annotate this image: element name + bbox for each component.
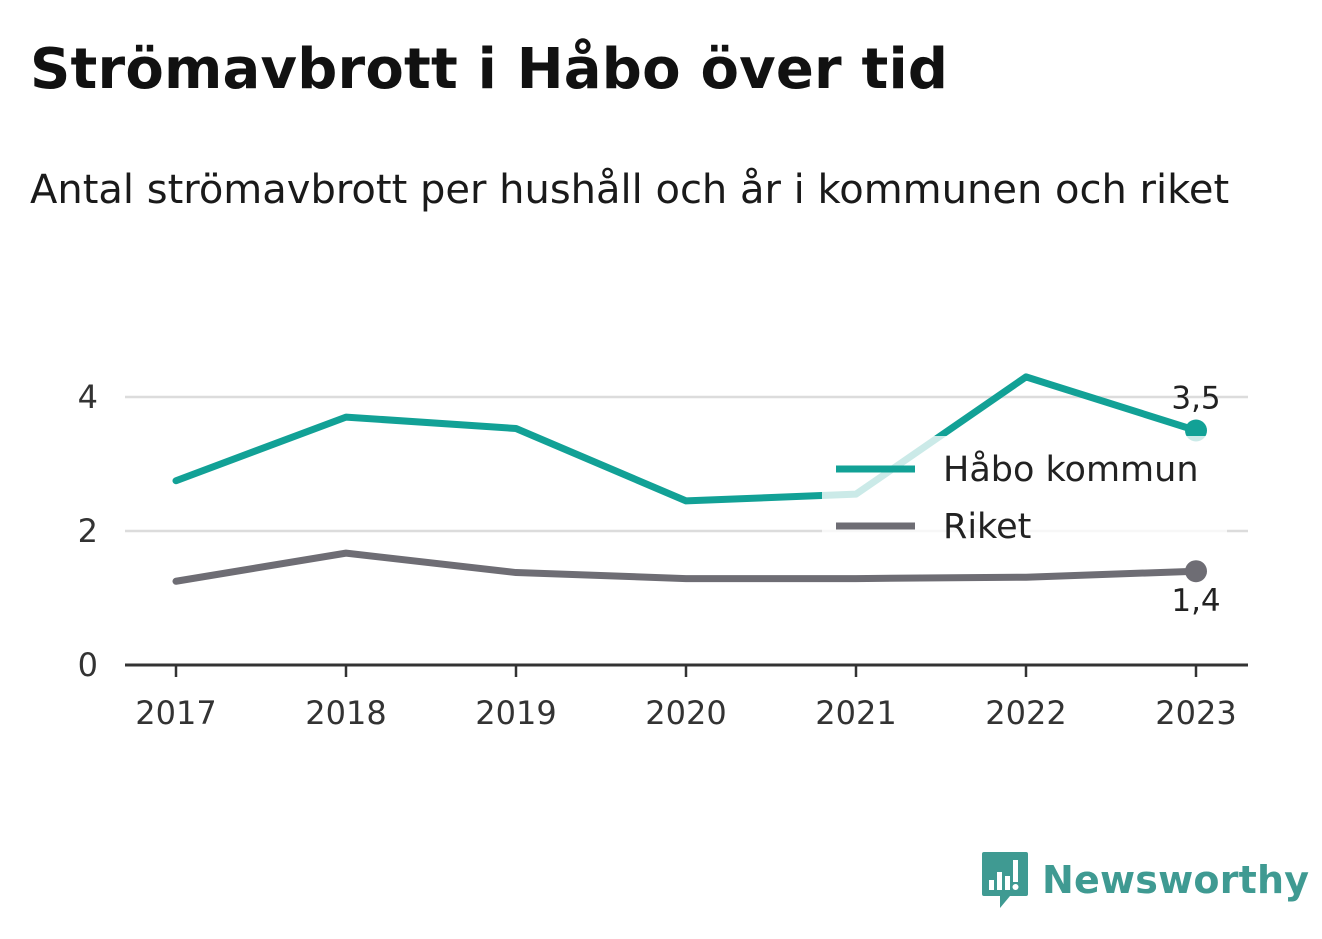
end-value-label: 1,4 (1171, 583, 1220, 619)
x-tick-label: 2021 (815, 694, 896, 732)
x-tick-label: 2019 (475, 694, 556, 732)
legend-label: Riket (943, 507, 1031, 547)
x-tick-label: 2018 (305, 694, 386, 732)
y-axis-ticks: 0 2 4 (78, 378, 98, 684)
legend: Håbo kommun Riket (822, 436, 1227, 556)
brand-name: Newsworthy (1042, 858, 1310, 902)
y-tick-label: 2 (78, 512, 98, 550)
newsworthy-logo-icon (982, 852, 1028, 908)
series-lines (172, 373, 1207, 585)
end-value-label: 3,5 (1171, 381, 1220, 417)
x-tick-label: 2017 (135, 694, 216, 732)
y-tick-label: 4 (78, 378, 98, 416)
chart-title: Strömavbrott i Håbo över tid (30, 37, 949, 102)
x-tick-label: 2023 (1155, 694, 1236, 732)
x-tick-label: 2020 (645, 694, 726, 732)
series-line (172, 549, 1200, 585)
newsworthy-logo: Newsworthy (980, 850, 1309, 910)
series-line (172, 373, 1200, 505)
legend-background (822, 436, 1227, 556)
y-tick-label: 0 (78, 646, 98, 684)
end-labels: 3,5 1,4 (1171, 381, 1220, 620)
x-axis-ticks: 2017 2018 2019 2020 2021 2022 2023 (135, 665, 1237, 732)
series-end-point (1185, 560, 1207, 583)
x-tick-label: 2022 (985, 694, 1066, 732)
chart-subtitle: Antal strömavbrott per hushåll och år i … (30, 167, 1230, 213)
legend-label: Håbo kommun (943, 449, 1199, 490)
